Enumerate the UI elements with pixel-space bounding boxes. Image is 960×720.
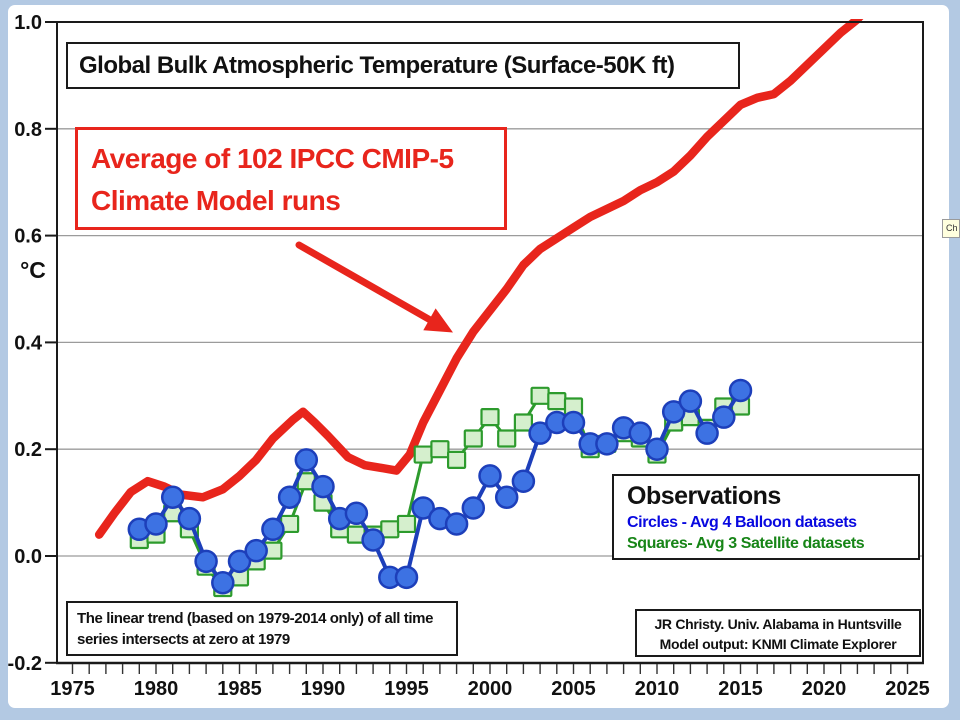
balloon-point (294, 448, 319, 472)
balloon-point (461, 496, 486, 520)
cutoff-edge-tooltip: Ch (942, 219, 960, 238)
observations-legend-title: Observations (627, 482, 781, 510)
y-axis-tick-label: -0.2 (8, 653, 42, 675)
satellite-point (380, 520, 400, 539)
satellite-point (513, 413, 534, 432)
y-axis-unit-label: °C (20, 257, 46, 283)
x-axis-tick-label: 1995 (384, 678, 429, 700)
x-axis-tick-label: 2020 (802, 678, 847, 700)
balloon-point (695, 421, 719, 445)
y-axis-tick-label: 0.4 (14, 332, 43, 354)
balloon-point (344, 501, 369, 526)
satellite-point (480, 408, 500, 427)
y-axis-tick-label: 1.0 (14, 12, 42, 34)
axes: 1.0 0.8 0.6 0.4 0.2 0.0 -0.2 1975 1980 1985 1990 19… (8, 12, 930, 700)
satellite-point (430, 440, 450, 459)
balloon-point (277, 485, 302, 510)
satellite-point (530, 386, 550, 405)
balloon-point (444, 512, 469, 536)
model-average-callout-box: Average of 102 IPCC CMIP-5 Climate Model… (75, 127, 507, 230)
balloon-point (361, 528, 385, 552)
x-axis-tick-label: 1975 (50, 678, 95, 700)
credit-line1: JR Christy. Univ. Alabama in Huntsville (654, 616, 902, 632)
balloon-point (595, 432, 619, 456)
x-axis-tick-label: 2015 (718, 678, 763, 700)
balloon-point (511, 469, 536, 493)
model-callout-line1: Average of 102 IPCC CMIP-5 (91, 143, 454, 174)
observations-legend-box: Observations Circles - Avg 4 Balloon dat… (612, 474, 920, 560)
balloon-point (411, 496, 435, 520)
cutoff-edge-tooltip-text: Ch (946, 223, 958, 233)
balloon-point (394, 565, 419, 590)
credit-line2: Model output: KNMI Climate Explorer (659, 636, 897, 652)
balloon-point (160, 485, 185, 510)
balloon-point (177, 506, 202, 531)
trend-note-line1: The linear trend (based on 1979-2014 onl… (77, 610, 434, 627)
balloon-point (561, 410, 586, 435)
satellite-point (413, 445, 433, 464)
balloon-point (311, 474, 335, 499)
satellite-point (447, 450, 467, 469)
balloon-point (211, 570, 235, 595)
balloon-point (478, 464, 502, 488)
balloon-point (728, 378, 753, 403)
balloon-point (645, 437, 669, 461)
x-axis-tick-label: 1985 (217, 678, 262, 700)
chart-title: Global Bulk Atmospheric Temperature (Sur… (79, 52, 675, 79)
x-axis-tick-label: 2005 (551, 678, 596, 700)
x-axis-tick-label: 1980 (134, 678, 179, 700)
satellite-point (547, 392, 567, 411)
trend-note-box: The linear trend (based on 1979-2014 onl… (66, 601, 458, 656)
x-axis-tick-label: 1990 (301, 678, 346, 700)
x-axis-tick-label: 2010 (635, 678, 680, 700)
x-axis-tick-label: 2000 (468, 678, 513, 700)
balloon-point (628, 421, 653, 445)
balloon-point (144, 512, 168, 536)
satellite-point (497, 429, 517, 448)
y-axis-tick-label: 0.0 (14, 546, 42, 568)
balloon-series (127, 378, 753, 595)
chart-title-box: Global Bulk Atmospheric Temperature (Sur… (66, 42, 740, 89)
balloon-legend-entry: Circles - Avg 4 Balloon datasets (627, 514, 857, 531)
balloon-point (678, 389, 703, 413)
y-axis-tick-label: 0.8 (14, 119, 42, 141)
y-axis-tick-label: 0.6 (14, 226, 42, 248)
balloon-point (244, 538, 268, 563)
y-axis-tick-label: 0.2 (14, 439, 42, 461)
model-callout-line2: Climate Model runs (91, 185, 341, 216)
x-axis-tick-label: 2025 (885, 678, 930, 700)
callout-arrow (295, 241, 453, 333)
balloon-point (194, 549, 218, 574)
balloon-point (494, 485, 519, 510)
trend-note-line2: series intersects at zero at 1979 (77, 631, 290, 648)
satellite-point (463, 429, 483, 448)
model-average-line-series (94, 19, 864, 539)
credit-box: JR Christy. Univ. Alabama in Huntsville … (635, 609, 921, 657)
satellite-point (396, 514, 417, 534)
satellite-legend-entry: Squares- Avg 3 Satellite datasets (627, 535, 865, 552)
slide-background (8, 5, 949, 708)
balloon-point (528, 421, 552, 445)
balloon-point (261, 517, 285, 542)
balloon-point (227, 549, 252, 574)
balloon-point (712, 405, 736, 429)
balloon-point (661, 400, 686, 424)
